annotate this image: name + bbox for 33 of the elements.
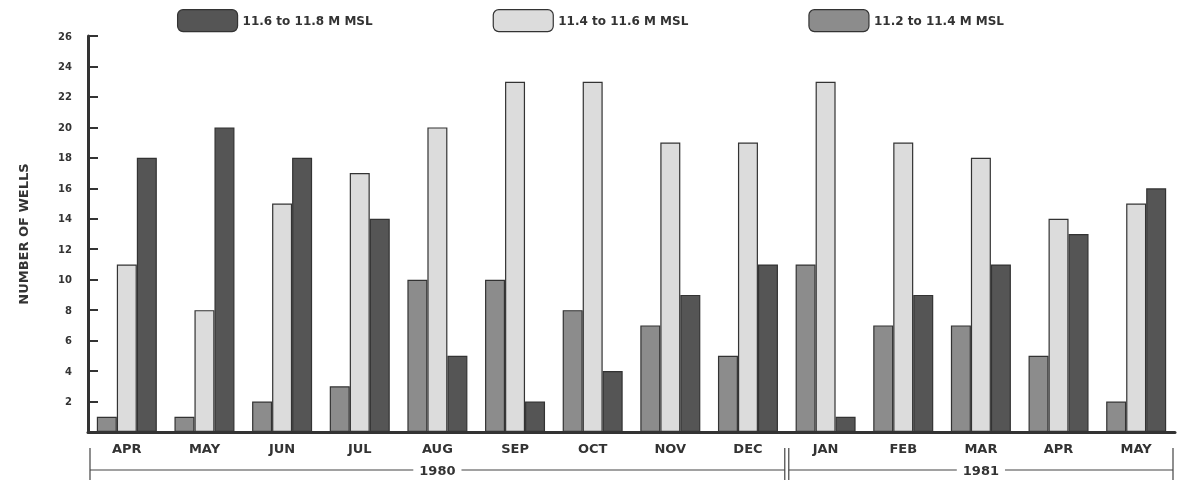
x-tick-label: JAN <box>811 441 839 456</box>
y-tick-label: 12 <box>58 243 73 255</box>
x-tick-label: AUG <box>421 441 453 456</box>
legend-label: 11.6 to 11.8 M MSL <box>242 13 374 28</box>
y-tick-label: 18 <box>58 152 73 164</box>
y-tick-label: 24 <box>58 60 73 72</box>
legend-label: 11.2 to 11.4 M MSL <box>873 13 1005 28</box>
y-tick-label: 6 <box>65 335 73 347</box>
y-tick-label: 26 <box>58 30 73 42</box>
y-tick-label: 14 <box>58 213 73 225</box>
x-tick-label: SEP <box>501 441 529 456</box>
y-tick-label: 8 <box>65 304 73 316</box>
y-tick-label: 10 <box>58 274 73 286</box>
x-tick-label: OCT <box>577 441 608 456</box>
x-tick-label: MAY <box>1120 441 1153 456</box>
x-tick-label: MAY <box>188 441 221 456</box>
text: 1981 <box>962 462 999 478</box>
y-tick-label: 22 <box>58 91 73 103</box>
x-tick-label: MAR <box>964 441 998 456</box>
text: 1980 <box>419 462 456 478</box>
x-tick-label: APR <box>1043 441 1074 456</box>
x-tick-label: APR <box>112 441 142 456</box>
legend-label: 11.4 to 11.6 M MSL <box>558 13 689 28</box>
x-tick-label: NOV <box>654 441 687 456</box>
x-tick-label: JUN <box>267 441 296 456</box>
x-tick-label: FEB <box>889 441 918 456</box>
y-axis-title: NUMBER OF WELLS <box>16 163 31 305</box>
y-tick-label: 2 <box>65 396 73 408</box>
y-tick-label: 20 <box>58 121 73 133</box>
x-tick-label: DEC <box>733 441 763 456</box>
y-tick-label: 4 <box>65 365 73 377</box>
x-tick-label: JUL <box>346 441 372 456</box>
y-tick-label: 16 <box>58 182 73 194</box>
